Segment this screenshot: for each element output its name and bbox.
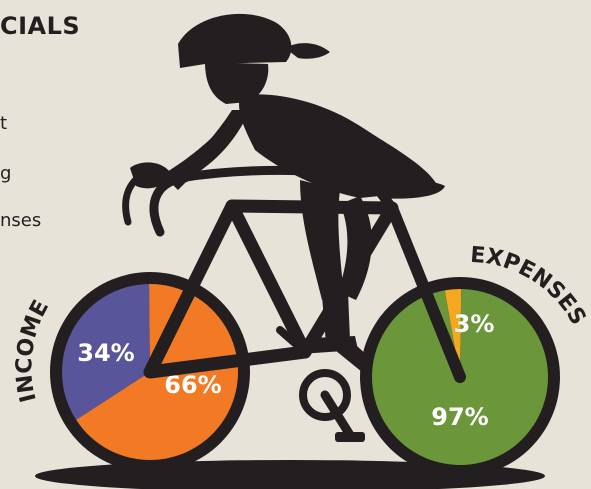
legend-item-1: t [0,113,8,134]
expenses-label-2: 97% [431,403,488,431]
rider-silhouette [130,13,440,372]
expenses-label-1: 3% [454,310,495,338]
income-ring-label: INCOME [12,296,54,404]
income-label-2: 66% [164,371,221,399]
legend-item-2: g [0,163,12,184]
income-ring-label-text: INCOME [12,296,54,404]
income-slice-1 [62,284,151,420]
income-label-1: 34% [77,339,134,367]
pedal [335,432,365,442]
page-title: CIALS [0,12,81,40]
crank-arm [320,390,355,440]
legend-item-3: nses [0,210,42,231]
chainring [299,369,351,421]
